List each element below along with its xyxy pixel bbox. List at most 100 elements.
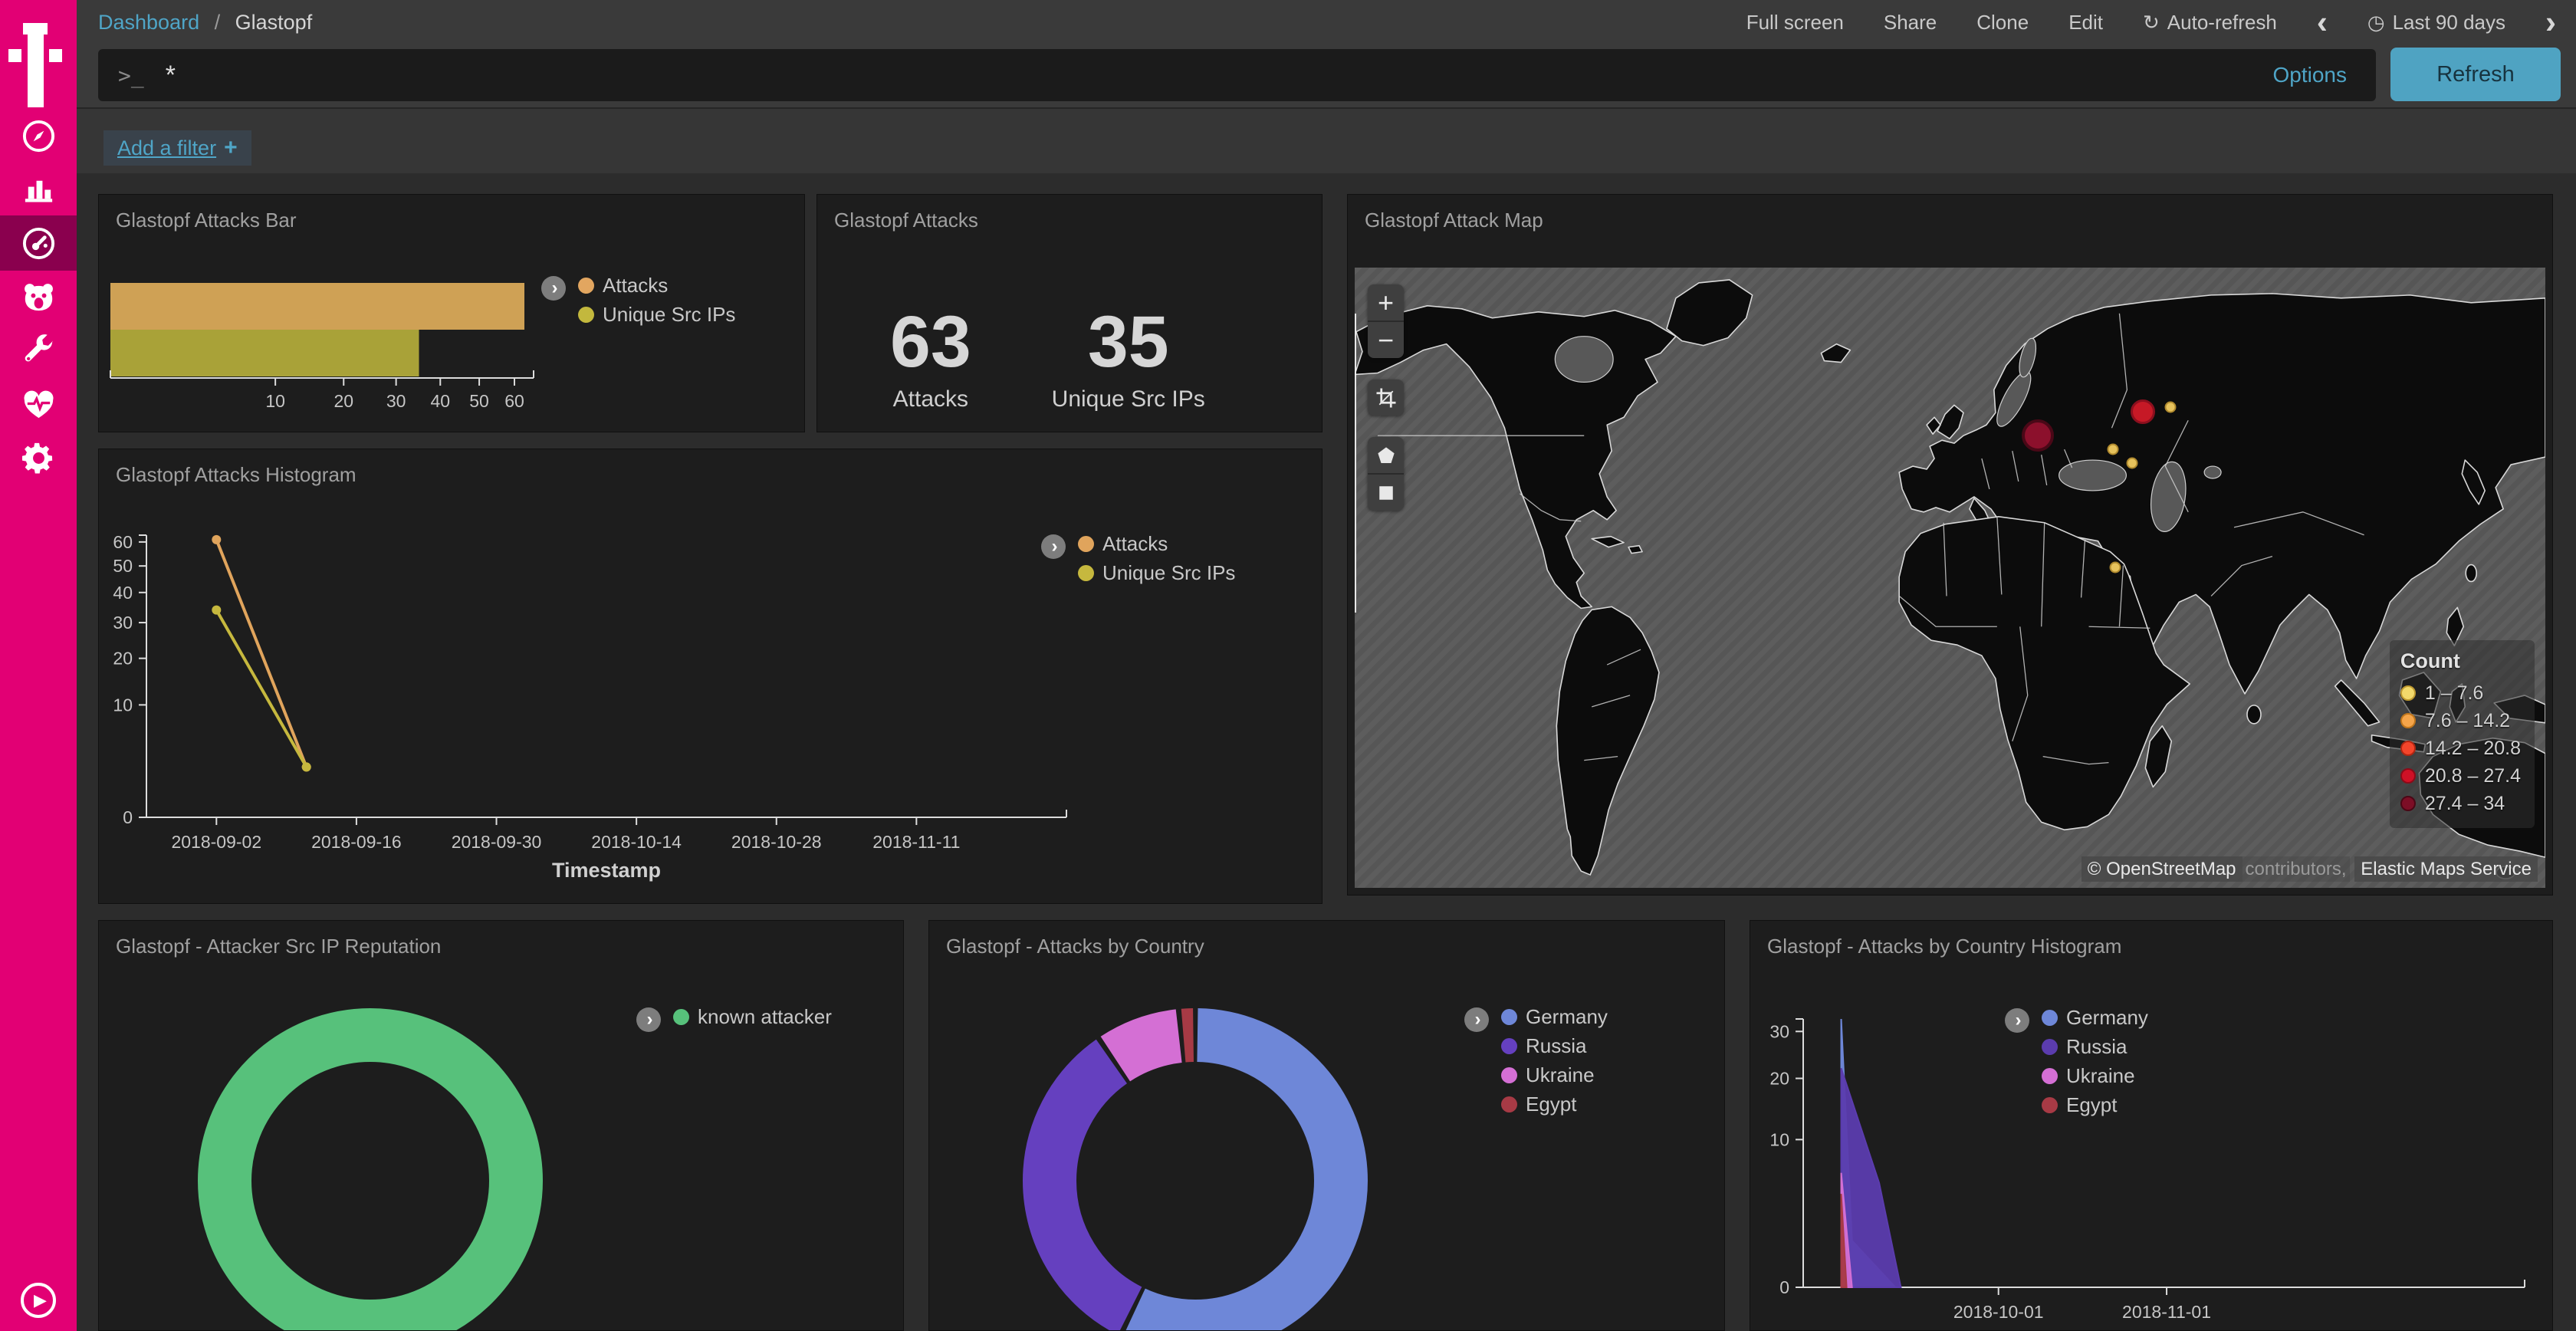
donut-chart[interactable] bbox=[99, 921, 904, 1331]
share-button[interactable]: Share bbox=[1883, 10, 1937, 34]
svg-text:10: 10 bbox=[1769, 1129, 1789, 1149]
time-back-button[interactable]: ‹ bbox=[2316, 4, 2328, 40]
play-circle-icon: ▶ bbox=[34, 1290, 47, 1310]
legend-color-dot bbox=[1501, 1066, 1517, 1083]
map-legend-dot bbox=[2400, 796, 2416, 811]
panel-title: Glastopf - Attacks by Country bbox=[946, 935, 1204, 958]
sidebar-item-tpot[interactable] bbox=[0, 269, 77, 324]
query-prompt-icon: >_ bbox=[118, 62, 144, 88]
legend-color-dot bbox=[1078, 535, 1094, 552]
bar-chart[interactable]: 10 20 30 40 50 60 bbox=[99, 195, 805, 432]
legend-color-dot bbox=[578, 277, 594, 294]
panel-title: Glastopf Attack Map bbox=[1365, 209, 1543, 232]
breadcrumb-separator: / bbox=[214, 10, 221, 34]
metric-attacks: 63 Attacks bbox=[890, 306, 971, 412]
map-legend-range: 14.2 – 20.8 bbox=[2424, 737, 2521, 759]
legend-item[interactable]: known attacker bbox=[673, 1004, 832, 1028]
search-input[interactable]: >_ * Options bbox=[98, 49, 2376, 101]
legend-label: Ukraine bbox=[2066, 1063, 2135, 1087]
legend-expand-icon[interactable]: › bbox=[541, 276, 566, 301]
legend-color-dot bbox=[2042, 1096, 2058, 1113]
legend-expand-icon[interactable]: › bbox=[636, 1007, 661, 1032]
legend-item[interactable]: Ukraine bbox=[2042, 1063, 2148, 1087]
auto-refresh-button[interactable]: ↻ Auto-refresh bbox=[2143, 10, 2277, 34]
sidebar-item-devtools[interactable] bbox=[0, 323, 77, 378]
svg-text:2018-10-01: 2018-10-01 bbox=[1953, 1302, 2044, 1322]
line-chart[interactable]: 0 10 20 30 40 50 60 2018-09-02 2018-09-16 2018-09… bbox=[99, 449, 1322, 904]
map-draw-rectangle-button[interactable] bbox=[1368, 473, 1404, 511]
legend-item[interactable]: Unique Src IPs bbox=[1078, 561, 1235, 584]
query-value[interactable]: * bbox=[165, 60, 176, 90]
legend-expand-icon[interactable]: › bbox=[1041, 534, 1066, 559]
legend-expand-icon[interactable]: › bbox=[2005, 1008, 2029, 1033]
attack-point[interactable] bbox=[2164, 401, 2177, 413]
world-map[interactable]: + − bbox=[1355, 268, 2545, 888]
attack-point[interactable] bbox=[2109, 561, 2121, 573]
options-link[interactable]: Options bbox=[2272, 63, 2348, 87]
heartbeat-icon bbox=[24, 390, 53, 418]
legend-color-dot bbox=[2042, 1067, 2058, 1084]
edit-button[interactable]: Edit bbox=[2068, 10, 2103, 34]
sidebar-item-monitoring[interactable] bbox=[0, 376, 77, 432]
map-zoom-out-button[interactable]: − bbox=[1368, 320, 1404, 358]
osm-link[interactable]: OpenStreetMap bbox=[2106, 859, 2236, 879]
chart-legend: › known attacker bbox=[636, 1004, 832, 1032]
clone-button[interactable]: Clone bbox=[1976, 10, 2029, 34]
panel-attack-map: Glastopf Attack Map bbox=[1347, 194, 2553, 896]
sidebar-item-visualize[interactable] bbox=[0, 162, 77, 217]
legend-item[interactable]: Unique Src IPs bbox=[578, 303, 735, 326]
sidebar-item-discover[interactable] bbox=[0, 108, 77, 163]
elastic-maps-link[interactable]: Elastic Maps Service bbox=[2354, 856, 2538, 882]
legend-item[interactable]: Attacks bbox=[578, 274, 735, 297]
legend-color-dot bbox=[1501, 1008, 1517, 1025]
sidebar-item-dashboard[interactable] bbox=[0, 215, 77, 271]
svg-text:0: 0 bbox=[123, 807, 133, 827]
map-draw-polygon-button[interactable] bbox=[1368, 437, 1404, 473]
time-range-picker[interactable]: ◷ Last 90 days bbox=[2367, 10, 2505, 34]
legend-label: Germany bbox=[1526, 1004, 1608, 1028]
telekom-logo[interactable] bbox=[0, 14, 77, 113]
legend-label: Egypt bbox=[1526, 1092, 1577, 1116]
plus-icon: + bbox=[224, 135, 238, 160]
metric-label: Unique Src IPs bbox=[1051, 386, 1205, 412]
legend-label: Egypt bbox=[2066, 1093, 2118, 1116]
add-filter-button[interactable]: Add a filter + bbox=[104, 130, 251, 166]
refresh-cycle-icon: ↻ bbox=[2143, 10, 2160, 34]
legend-expand-icon[interactable]: › bbox=[1464, 1007, 1489, 1032]
donut-chart[interactable] bbox=[929, 921, 1725, 1331]
legend-item[interactable]: Russia bbox=[2042, 1035, 2148, 1058]
legend-item[interactable]: Germany bbox=[2042, 1006, 2148, 1029]
compass-icon bbox=[22, 120, 54, 152]
map-zoom-in-button[interactable]: + bbox=[1377, 286, 1395, 318]
legend-item[interactable]: Egypt bbox=[1501, 1092, 1608, 1116]
svg-text:60: 60 bbox=[113, 532, 133, 552]
map-legend-row: 1 – 7.6 bbox=[2400, 679, 2521, 707]
sidebar-collapse-button[interactable]: ▶ bbox=[0, 1276, 77, 1325]
legend-item[interactable]: Egypt bbox=[2042, 1093, 2148, 1116]
chart-legend: › Attacks Unique Src IPs bbox=[541, 274, 735, 326]
map-fit-bounds-button[interactable] bbox=[1368, 380, 1404, 416]
time-forward-button[interactable]: › bbox=[2545, 4, 2556, 40]
legend-item[interactable]: Germany bbox=[1501, 1004, 1608, 1028]
panel-title: Glastopf - Attacks by Country Histogram bbox=[1767, 935, 2122, 958]
legend-item[interactable]: Attacks bbox=[1078, 531, 1235, 555]
wrench-icon bbox=[25, 334, 53, 361]
legend-item[interactable]: Ukraine bbox=[1501, 1063, 1608, 1086]
legend-label: known attacker bbox=[698, 1004, 832, 1028]
world-map-graphic bbox=[1355, 279, 2545, 879]
panel-attacks-by-country-histogram: Glastopf - Attacks by Country Histogram … bbox=[1750, 920, 2553, 1331]
full-screen-button[interactable]: Full screen bbox=[1746, 10, 1844, 34]
breadcrumb-dashboard-link[interactable]: Dashboard bbox=[98, 10, 200, 34]
refresh-button[interactable]: Refresh bbox=[2390, 48, 2561, 101]
attack-point[interactable] bbox=[2022, 419, 2055, 452]
attack-point[interactable] bbox=[2107, 443, 2119, 455]
attack-point[interactable] bbox=[2131, 399, 2156, 424]
legend-label: Attacks bbox=[1102, 531, 1168, 555]
panel-title: Glastopf - Attacker Src IP Reputation bbox=[116, 935, 442, 958]
sidebar-item-management[interactable] bbox=[0, 430, 77, 485]
attack-point[interactable] bbox=[2126, 457, 2138, 469]
svg-text:30: 30 bbox=[113, 613, 133, 633]
legend-item[interactable]: Russia bbox=[1501, 1034, 1608, 1057]
